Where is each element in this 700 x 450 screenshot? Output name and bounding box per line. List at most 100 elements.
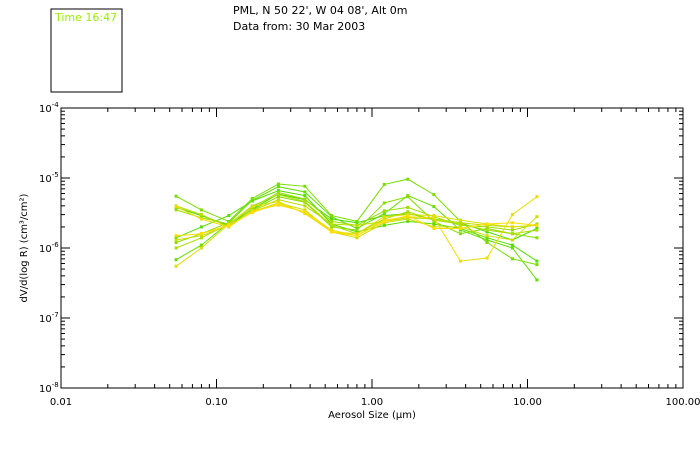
series-point <box>382 223 386 227</box>
series-point <box>276 195 280 199</box>
series-point <box>174 234 178 238</box>
series-point <box>355 223 359 227</box>
series-point <box>227 223 231 227</box>
series-point <box>199 234 203 238</box>
series-point <box>432 225 436 229</box>
series-point <box>276 182 280 186</box>
series-point <box>535 259 539 263</box>
time-box <box>50 8 123 93</box>
x-tick-label: 0.01 <box>50 397 72 408</box>
series-point <box>510 246 514 250</box>
series-point <box>510 238 514 242</box>
series-point <box>535 263 539 267</box>
series-point <box>485 227 489 230</box>
series-point <box>250 211 254 215</box>
series-point <box>535 223 539 227</box>
series-point <box>406 210 410 214</box>
series-point <box>432 216 436 220</box>
series-point <box>458 259 462 263</box>
series-point <box>355 219 359 223</box>
series-point <box>485 230 489 234</box>
series-point <box>227 214 231 218</box>
y-tick-label: 10-5 <box>39 171 59 185</box>
series-point <box>276 185 280 189</box>
series-point <box>510 221 514 225</box>
series-point <box>199 225 203 229</box>
series-point <box>174 194 178 198</box>
series-point <box>276 193 280 197</box>
series-point <box>174 205 178 209</box>
series-point <box>406 217 410 221</box>
series-point <box>432 227 436 230</box>
series-point <box>510 257 514 261</box>
series-point <box>406 219 410 223</box>
series-point <box>535 195 539 199</box>
series-point <box>432 214 436 218</box>
x-axis: 0.01 0.10 1.00 10.00 100.00 <box>50 108 700 408</box>
series-point <box>382 215 386 219</box>
y-axis: 10-8 10-7 10-6 10-5 10-4 <box>39 101 683 395</box>
series-point <box>303 194 307 198</box>
series-point <box>330 217 334 221</box>
series-point <box>432 193 436 197</box>
series-point <box>485 228 489 232</box>
series-point <box>174 258 178 262</box>
series-point <box>485 241 489 244</box>
series-point <box>174 264 178 268</box>
series-point <box>382 201 386 205</box>
series-point <box>199 246 203 250</box>
series-layer <box>174 177 539 282</box>
series-point <box>330 222 334 226</box>
series-point <box>250 205 254 209</box>
series-point <box>458 225 462 229</box>
series-point <box>485 222 489 226</box>
series-point <box>382 182 386 186</box>
series-point <box>458 227 462 230</box>
x-tick-label: 100.00 <box>666 397 700 408</box>
series-point <box>510 232 514 236</box>
series-point <box>355 228 359 232</box>
series-point <box>510 213 514 217</box>
x-tick-label: 10.00 <box>513 397 542 408</box>
series-point <box>303 208 307 212</box>
series-point <box>355 230 359 234</box>
series-point <box>199 208 203 212</box>
series-point <box>199 232 203 236</box>
plot-frame <box>60 107 684 389</box>
y-tick-label: 10-6 <box>39 241 59 255</box>
series-point <box>432 205 436 209</box>
series-point <box>276 202 280 206</box>
station-info: PML, N 50 22', W 04 08', Alt 0m <box>233 4 407 17</box>
series-point <box>458 228 462 232</box>
series-point <box>303 211 307 215</box>
series-point <box>382 209 386 213</box>
series-point <box>485 238 489 242</box>
series-point <box>510 225 514 229</box>
series-point <box>303 184 307 188</box>
series-point <box>485 234 489 238</box>
y-tick-label: 10-4 <box>39 101 59 115</box>
series-point <box>174 241 178 244</box>
series-point <box>199 243 203 247</box>
y-tick-label: 10-7 <box>39 311 59 325</box>
series-point <box>406 177 410 181</box>
series-point <box>355 236 359 240</box>
series-point <box>432 222 436 226</box>
series-point <box>406 195 410 199</box>
x-tick-label: 0.10 <box>205 397 227 408</box>
series-point <box>250 197 254 200</box>
series-point <box>458 221 462 225</box>
series-point <box>303 204 307 208</box>
series-point <box>303 200 307 204</box>
y-tick-label: 10-8 <box>39 381 59 395</box>
series-point <box>330 228 334 232</box>
series-point <box>330 230 334 234</box>
series-point <box>276 200 280 204</box>
series-point <box>406 205 410 209</box>
series-point <box>510 243 514 247</box>
series-point <box>355 232 359 236</box>
series-point <box>303 190 307 194</box>
series-point <box>250 209 254 213</box>
series-point <box>510 228 514 232</box>
series-point <box>382 212 386 216</box>
